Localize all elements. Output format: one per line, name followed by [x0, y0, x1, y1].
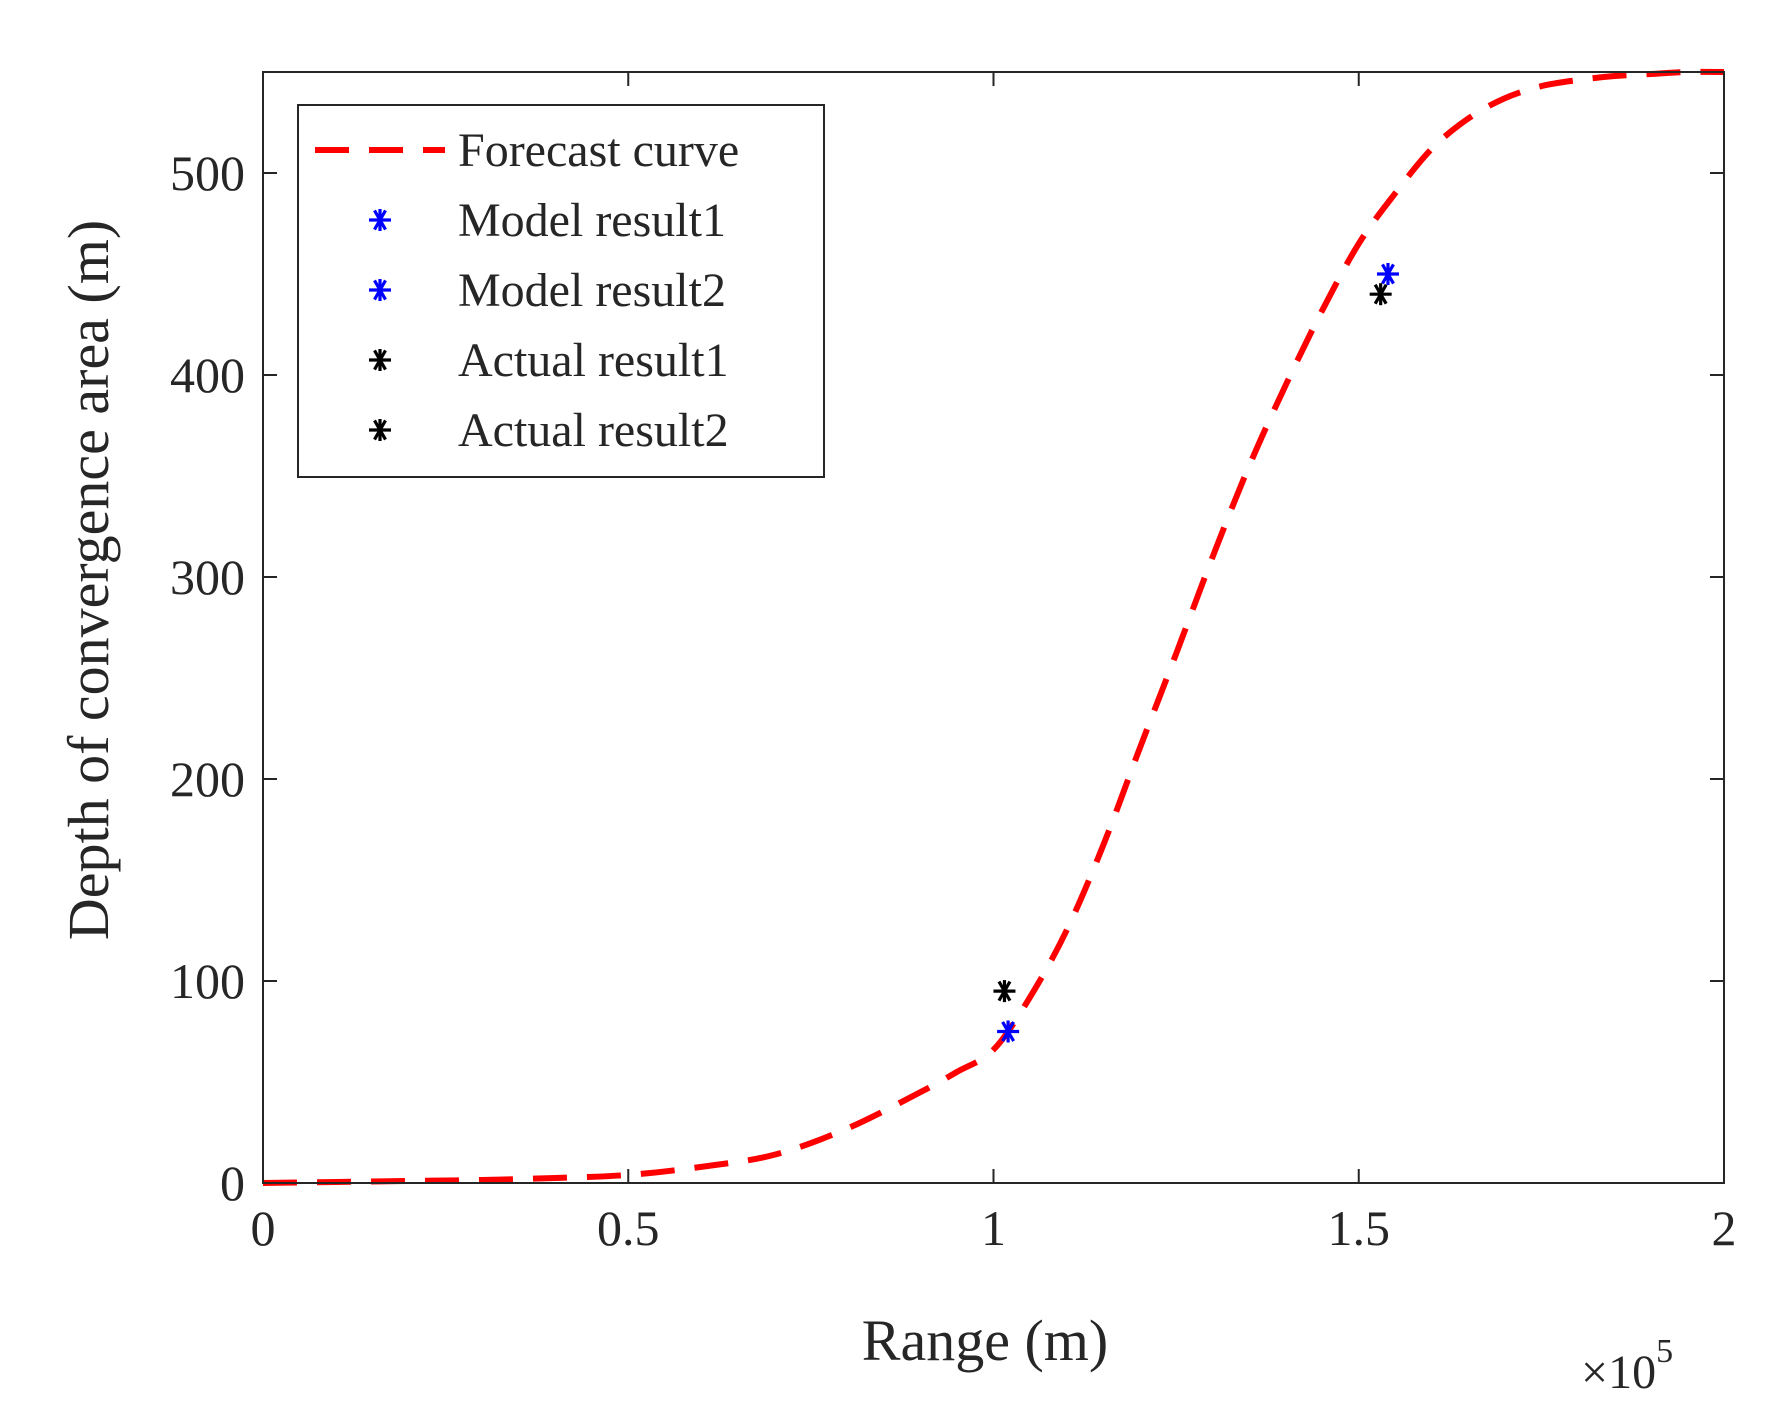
- series-line-forecast-curve: [262, 68, 1725, 1186]
- data-point-model-result2: [1376, 263, 1399, 285]
- y-tick-label: 100: [170, 953, 245, 1009]
- y-axis-label: Depth of convergence area (m): [56, 220, 121, 940]
- legend-swatch-actual-result2: [369, 419, 391, 441]
- x-tick-label: 0: [251, 1200, 276, 1256]
- legend-swatch-actual-result1: [369, 349, 391, 371]
- legend-label-model-result2: Model result2: [458, 264, 726, 317]
- y-tick-label: 0: [220, 1155, 245, 1211]
- legend-label-forecast-curve: Forecast curve: [458, 124, 739, 177]
- data-point-model-result1: [997, 1020, 1020, 1043]
- legend-swatch-model-result2: [369, 279, 391, 301]
- y-tick-label: 400: [170, 347, 245, 403]
- x-scale-base: ×10: [1581, 1346, 1656, 1399]
- y-tick-label: 500: [170, 145, 245, 201]
- x-tick-label: 2: [1712, 1200, 1737, 1256]
- marker-layer: [993, 263, 1399, 1043]
- data-point-actual-result1: [993, 980, 1016, 1003]
- ticks: 0 0.5 1 1.5 2 0 100 200 300 400 500: [170, 72, 1737, 1256]
- legend: Forecast curve Model result1 Model result2…: [297, 104, 825, 478]
- y-tick-label: 300: [170, 549, 245, 605]
- x-tick-label: 0.5: [597, 1200, 660, 1256]
- forecast-curve-layer: [262, 68, 1725, 1186]
- labels: Range (m) Depth of convergence area (m) …: [56, 220, 1673, 1399]
- x-tick-label: 1: [981, 1200, 1006, 1256]
- x-scale-exponent: 5: [1656, 1333, 1673, 1370]
- legend-label-actual-result1: Actual result1: [458, 334, 729, 387]
- x-tick-label: 1.5: [1328, 1200, 1391, 1256]
- legend-label-actual-result2: Actual result2: [458, 404, 729, 457]
- data-point-actual-result2: [1369, 283, 1392, 306]
- x-axis-label: Range (m): [862, 1308, 1108, 1373]
- x-scale-label: ×105: [1581, 1333, 1673, 1399]
- y-tick-label: 200: [170, 751, 245, 807]
- legend-swatch-model-result1: [369, 209, 391, 231]
- legend-label-model-result1: Model result1: [458, 194, 726, 247]
